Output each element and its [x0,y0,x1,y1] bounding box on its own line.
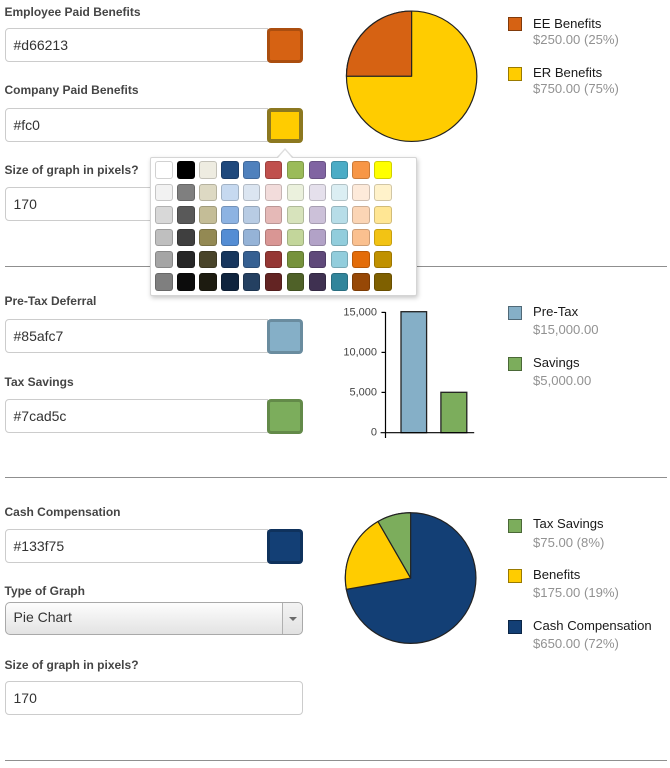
svg-text:0: 0 [371,426,377,438]
svg-text:10,000: 10,000 [343,346,377,358]
svg-text:15,000: 15,000 [343,306,377,318]
svg-text:5,000: 5,000 [349,386,377,398]
